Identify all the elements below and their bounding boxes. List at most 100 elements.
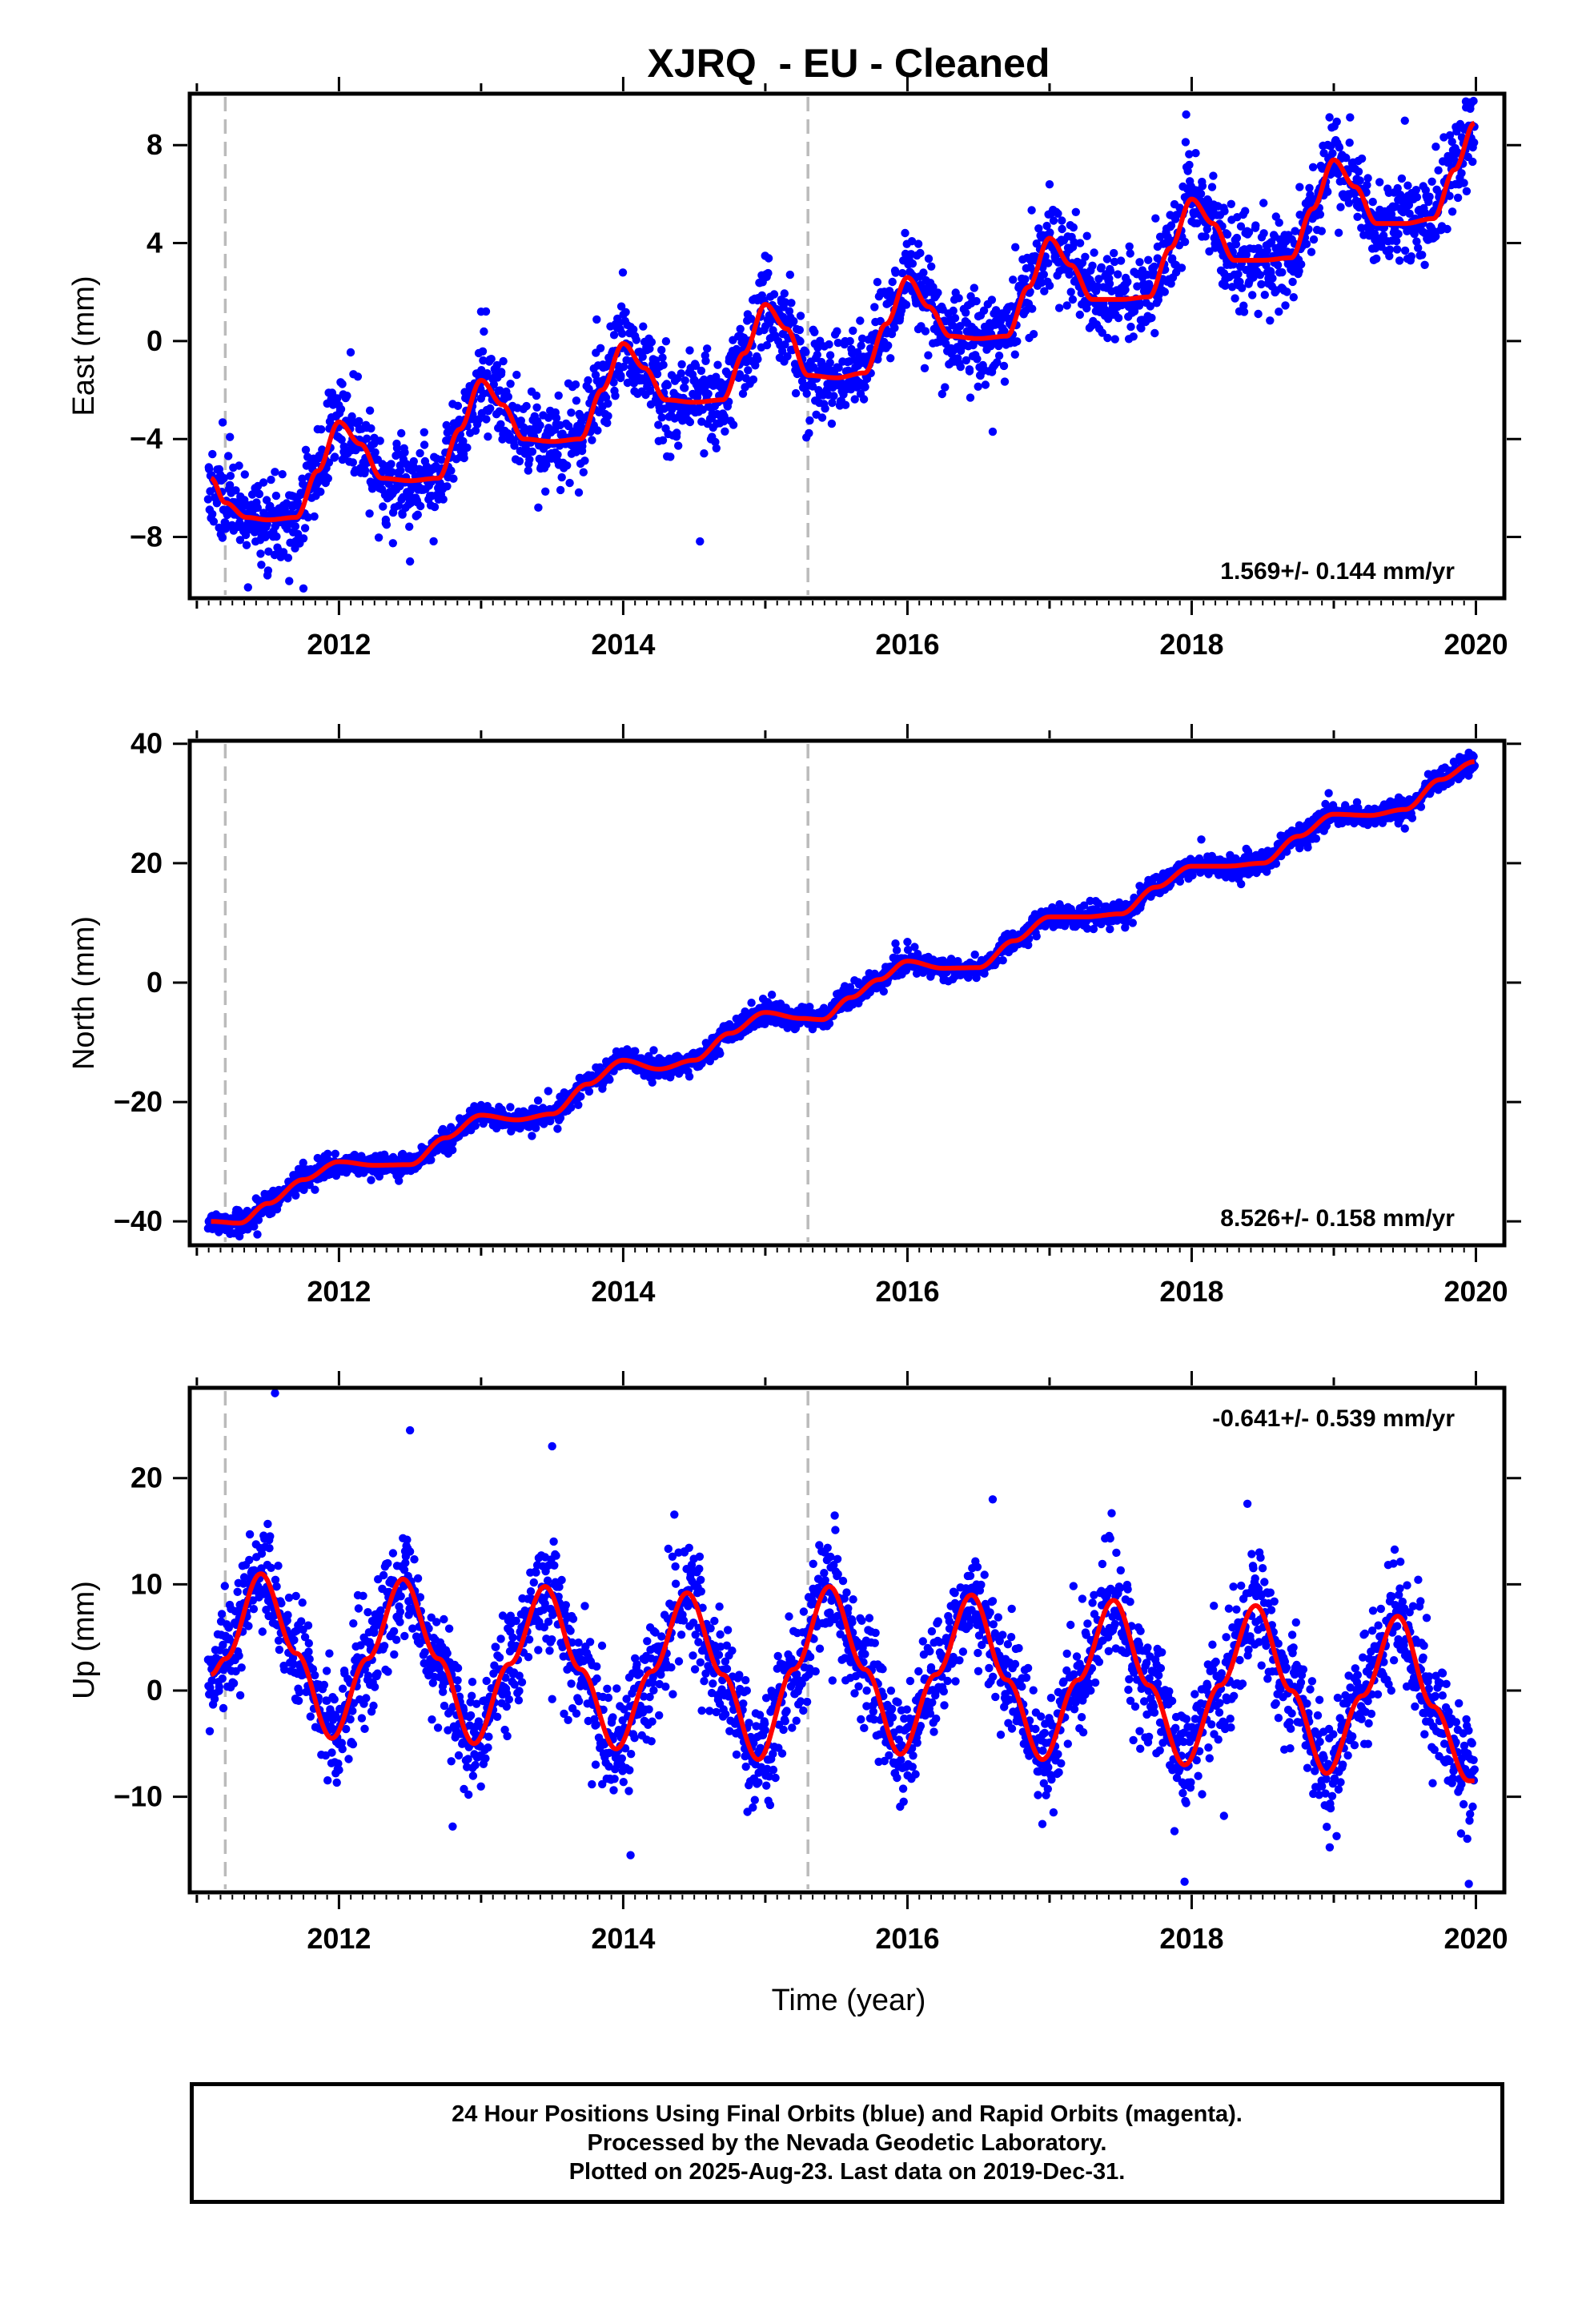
data-point bbox=[897, 268, 907, 278]
data-point bbox=[1126, 322, 1135, 332]
data-point bbox=[1177, 263, 1186, 272]
data-point bbox=[1307, 247, 1316, 256]
data-point bbox=[1081, 252, 1090, 261]
data-point bbox=[1418, 251, 1427, 259]
data-point bbox=[1353, 212, 1362, 221]
data-point bbox=[552, 413, 561, 423]
data-point bbox=[1363, 174, 1372, 183]
data-point bbox=[785, 307, 794, 316]
data-point bbox=[700, 449, 709, 458]
data-point bbox=[413, 510, 422, 519]
data-point bbox=[841, 400, 850, 409]
data-point bbox=[1013, 337, 1022, 346]
data-point bbox=[1403, 181, 1412, 190]
data-point bbox=[257, 561, 266, 569]
x-tick-label: 2016 bbox=[875, 628, 939, 661]
y-tick-label: −4 bbox=[130, 422, 163, 455]
data-point bbox=[1447, 137, 1456, 147]
data-point bbox=[1094, 275, 1103, 283]
data-point bbox=[876, 316, 885, 326]
data-point bbox=[1102, 255, 1112, 263]
data-point bbox=[1182, 110, 1191, 119]
data-point bbox=[331, 1149, 339, 1159]
data-point bbox=[993, 358, 1002, 367]
data-point bbox=[777, 347, 787, 356]
data-point bbox=[1088, 261, 1097, 270]
data-point bbox=[1054, 209, 1062, 218]
data-point bbox=[1357, 223, 1366, 232]
data-point bbox=[532, 391, 541, 400]
data-point bbox=[769, 290, 779, 299]
data-point bbox=[542, 460, 551, 469]
data-point bbox=[449, 474, 458, 483]
data-point bbox=[609, 378, 618, 387]
data-point bbox=[1130, 307, 1139, 316]
data-point bbox=[611, 392, 620, 400]
data-point bbox=[632, 336, 640, 344]
data-point bbox=[805, 428, 813, 438]
data-point bbox=[987, 296, 997, 304]
data-point bbox=[241, 530, 251, 540]
data-point bbox=[1328, 149, 1337, 158]
data-point bbox=[681, 376, 689, 385]
data-point bbox=[225, 480, 235, 489]
data-point bbox=[1046, 228, 1054, 237]
data-point bbox=[657, 345, 666, 355]
data-point bbox=[652, 369, 662, 379]
data-point bbox=[1040, 287, 1049, 296]
y-tick-label: 0 bbox=[147, 324, 163, 357]
data-point bbox=[1071, 207, 1081, 216]
data-point bbox=[1427, 177, 1436, 186]
data-point bbox=[1126, 249, 1134, 258]
data-point bbox=[219, 473, 228, 483]
data-point bbox=[857, 334, 867, 343]
data-point bbox=[1021, 275, 1030, 283]
data-point bbox=[658, 353, 667, 362]
data-point bbox=[533, 1096, 543, 1105]
data-point bbox=[1051, 251, 1061, 260]
data-point bbox=[1009, 275, 1018, 284]
data-point bbox=[1134, 301, 1144, 310]
data-point bbox=[1150, 328, 1159, 338]
data-point bbox=[913, 239, 923, 248]
data-point bbox=[1244, 227, 1254, 237]
data-point bbox=[1155, 232, 1165, 241]
data-point bbox=[253, 1230, 262, 1239]
data-point bbox=[1227, 283, 1237, 292]
data-point bbox=[1227, 199, 1236, 208]
data-point bbox=[697, 366, 706, 376]
data-point bbox=[1058, 216, 1066, 225]
data-point bbox=[1457, 169, 1466, 178]
data-point bbox=[850, 395, 859, 404]
data-point bbox=[965, 367, 974, 376]
data-point bbox=[1335, 143, 1344, 152]
data-point bbox=[856, 316, 865, 325]
data-point bbox=[817, 413, 827, 422]
data-point bbox=[416, 448, 424, 458]
data-point bbox=[1248, 291, 1257, 300]
data-point bbox=[291, 522, 300, 531]
data-point bbox=[1346, 113, 1355, 122]
data-point bbox=[1397, 174, 1407, 183]
data-point bbox=[546, 1116, 555, 1126]
data-point bbox=[605, 1076, 614, 1084]
data-point bbox=[845, 336, 854, 346]
data-point bbox=[1147, 313, 1156, 323]
data-point bbox=[970, 283, 979, 292]
data-point bbox=[255, 489, 264, 499]
x-tick-label: 2012 bbox=[307, 628, 371, 661]
data-point bbox=[1097, 263, 1106, 271]
data-point bbox=[657, 413, 666, 422]
data-point bbox=[203, 495, 213, 504]
data-point bbox=[1394, 230, 1403, 239]
data-point bbox=[553, 450, 562, 459]
data-point bbox=[648, 1078, 656, 1087]
data-point bbox=[1443, 224, 1452, 234]
data-point bbox=[579, 468, 588, 476]
data-point bbox=[443, 482, 452, 491]
data-point bbox=[1412, 237, 1421, 246]
y-tick-label: 8 bbox=[147, 128, 163, 161]
data-point bbox=[1363, 180, 1371, 190]
chart-title: XJRQ - EU - Cleaned bbox=[648, 41, 1050, 86]
data-point bbox=[828, 398, 837, 408]
